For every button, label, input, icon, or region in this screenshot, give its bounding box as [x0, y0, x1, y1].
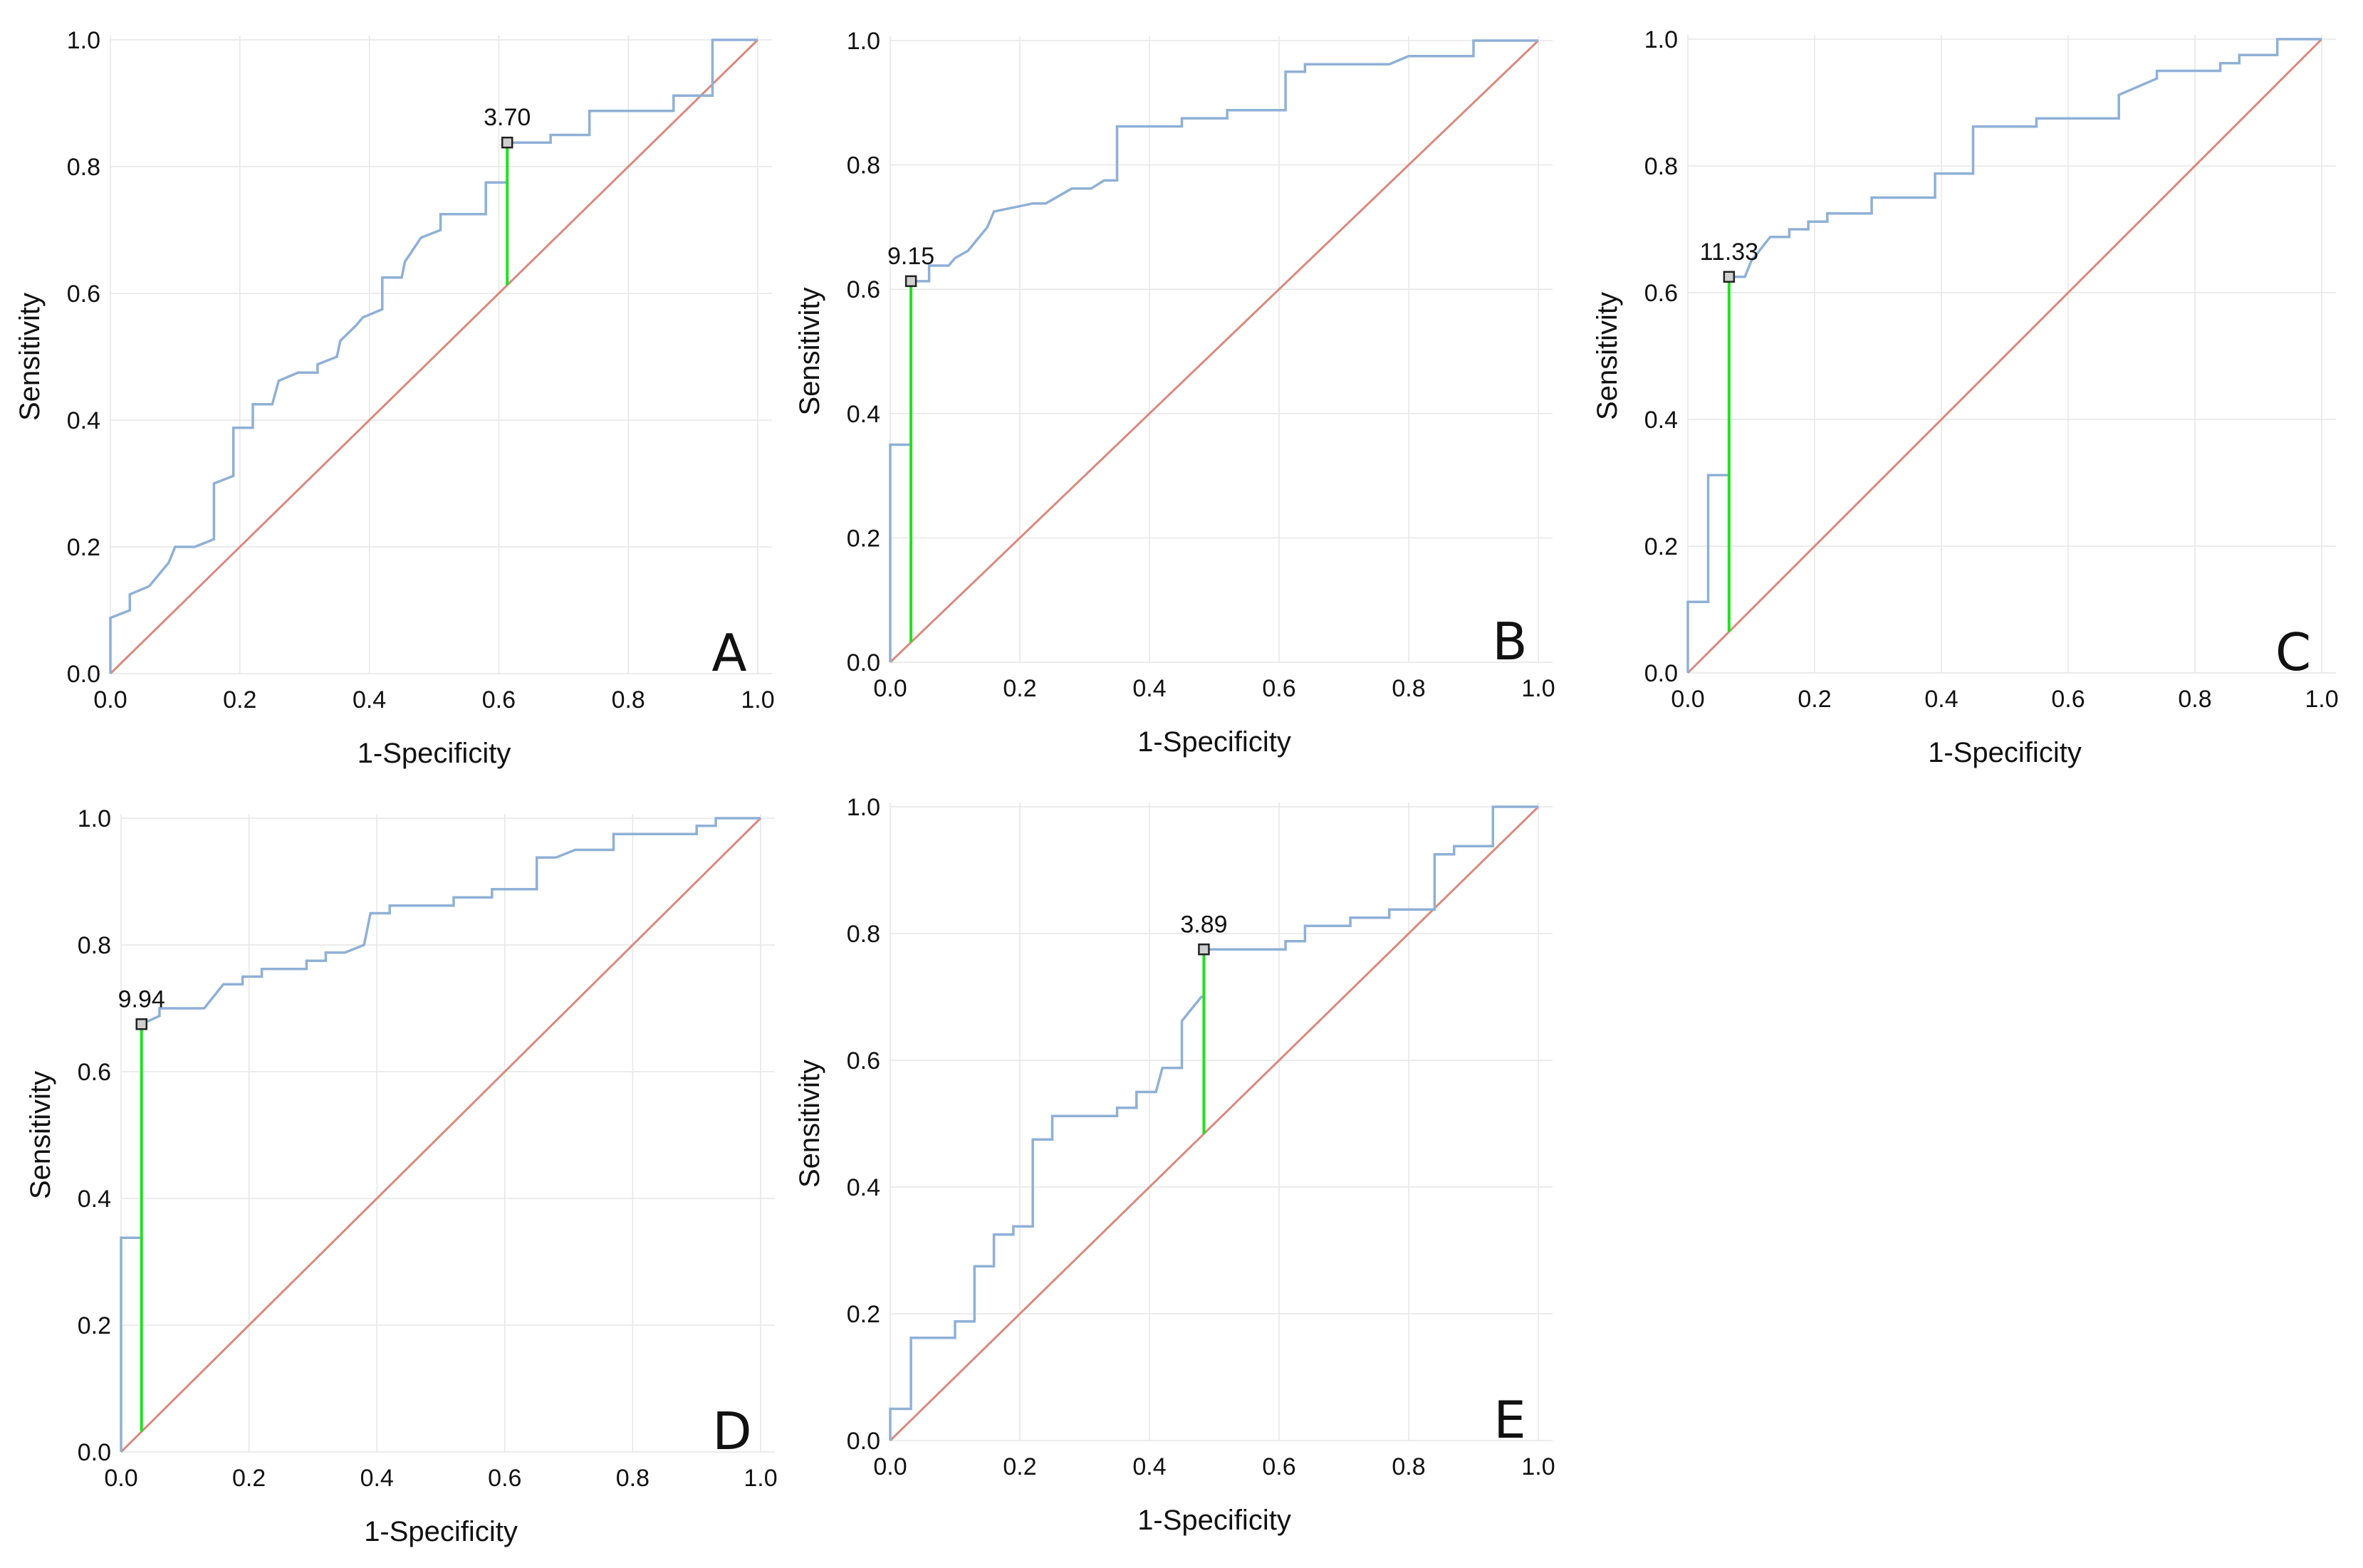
panel-b-letter: B — [1492, 612, 1527, 671]
panel-b-x-tick-1: 0.2 — [1003, 675, 1036, 702]
panel-d-y-tick-0: 0.0 — [78, 1439, 111, 1466]
panel-e-x-tick-1: 0.2 — [1003, 1453, 1036, 1480]
panel-a-x-tick-2: 0.4 — [353, 686, 386, 714]
panel-c-x-axis-label: 1-Specificity — [1928, 737, 2082, 768]
panel-b-x-axis-label: 1-Specificity — [1137, 726, 1291, 758]
panel-d-cutoff-point — [135, 1018, 147, 1030]
panel-a-roc-curve — [109, 38, 758, 674]
panel-c-y-tick-1: 0.2 — [1644, 533, 1678, 560]
panel-e-x-tick-4: 0.8 — [1392, 1453, 1425, 1480]
panel-c-y-axis-label: Sensitivity — [1592, 292, 1623, 420]
panel-d-x-tick-3: 0.6 — [488, 1465, 521, 1492]
panel-d-x-tick-4: 0.8 — [616, 1465, 650, 1492]
panel-d-y-tick-1: 0.2 — [78, 1312, 111, 1339]
panel-a-y-tick-2: 0.4 — [67, 407, 100, 434]
panel-e-y-tick-0: 0.0 — [847, 1428, 880, 1455]
panel-c-x-tick-4: 0.8 — [2178, 686, 2211, 713]
panel-d-diagonal-line — [120, 817, 762, 1453]
panel-a-x-tick-1: 0.2 — [223, 686, 256, 714]
panel-b-y-tick-4: 0.8 — [847, 152, 880, 179]
panel-c-y-tick-3: 0.6 — [1644, 280, 1678, 307]
panel-e-x-tick-5: 1.0 — [1521, 1453, 1555, 1480]
panel-d-roc-curve — [120, 817, 761, 1452]
panel-a-cutoff-point — [501, 136, 513, 149]
panel-e-y-axis-label: Sensitivity — [794, 1060, 825, 1188]
panel-d-x-tick-1: 0.2 — [232, 1465, 266, 1492]
panel-e-cutoff-label: 3.89 — [1180, 911, 1227, 938]
panel-a-y-tick-1: 0.2 — [67, 534, 100, 561]
panel-c-y-tick-5: 1.0 — [1644, 26, 1678, 53]
panel-c-x-tick-2: 0.4 — [1924, 686, 1958, 713]
panel-b-y-tick-1: 0.2 — [847, 525, 880, 552]
panel-a-x-tick-4: 0.8 — [612, 686, 645, 714]
panel-a-letter: A — [711, 623, 746, 683]
panel-c-y-tick-4: 0.8 — [1644, 153, 1678, 180]
panel-c-x-tick-0: 0.0 — [1671, 686, 1704, 713]
panel-b-x-tick-0: 0.0 — [873, 675, 907, 702]
panel-e-cutoff-point — [1198, 944, 1210, 956]
panel-d-y-tick-2: 0.4 — [78, 1186, 111, 1213]
panel-e-x-tick-3: 0.6 — [1262, 1453, 1295, 1480]
panel-e-x-tick-0: 0.0 — [873, 1453, 907, 1480]
panel-c-roc-curve — [1686, 38, 2322, 673]
panel-a-x-tick-0: 0.0 — [93, 686, 127, 714]
panel-c-letter: C — [2275, 622, 2311, 682]
panel-b-x-tick-3: 0.6 — [1262, 675, 1295, 702]
panel-e-y-tick-2: 0.4 — [847, 1174, 880, 1201]
panel-c-x-tick-1: 0.2 — [1798, 686, 1831, 713]
panel-e-y-tick-3: 0.6 — [847, 1047, 880, 1075]
panel-b-y-tick-2: 0.4 — [847, 401, 880, 428]
panel-a-x-axis-label: 1-Specificity — [358, 738, 511, 769]
panel-d-cutoff-label: 9.94 — [118, 986, 165, 1013]
panel-a-y-tick-5: 1.0 — [67, 27, 100, 54]
panel-e-y-tick-5: 1.0 — [847, 794, 880, 821]
panel-a-x-tick-5: 1.0 — [741, 686, 774, 714]
panel-d-y-tick-3: 0.6 — [78, 1059, 111, 1086]
panel-e-x-tick-2: 0.4 — [1132, 1453, 1166, 1480]
panel-e-diagonal-line — [889, 805, 1540, 1442]
panel-c-y-tick-2: 0.4 — [1644, 407, 1678, 434]
panel-a-y-tick-3: 0.6 — [67, 281, 100, 308]
panel-b-y-axis-label: Sensitivity — [794, 287, 825, 415]
panel-d-x-tick-2: 0.4 — [360, 1465, 394, 1492]
panel-e-y-tick-1: 0.2 — [847, 1301, 880, 1328]
panel-b-x-tick-5: 1.0 — [1521, 675, 1555, 702]
panel-b-cutoff-point — [904, 275, 917, 288]
panel-a-cutoff-label: 3.70 — [484, 104, 531, 131]
panel-d-x-axis-label: 1-Specificity — [364, 1516, 518, 1547]
panel-a-diagonal-line — [109, 38, 759, 675]
panel-c-y-tick-0: 0.0 — [1644, 660, 1678, 687]
panel-b-cutoff-label: 9.15 — [887, 243, 934, 270]
panel-d-y-axis-label: Sensitivity — [25, 1071, 56, 1199]
panel-d-y-tick-5: 1.0 — [78, 805, 111, 832]
panel-e-letter: E — [1493, 1390, 1526, 1450]
panel-c-x-tick-5: 1.0 — [2305, 686, 2338, 713]
panel-d-x-tick-5: 1.0 — [744, 1465, 777, 1492]
panel-d-letter: D — [712, 1401, 751, 1461]
panel-b-roc-curve — [889, 39, 1538, 662]
panel-b-x-tick-4: 0.8 — [1392, 675, 1425, 702]
panel-d-x-tick-0: 0.0 — [104, 1465, 137, 1492]
panel-e-x-axis-label: 1-Specificity — [1137, 1505, 1291, 1536]
panel-b-y-tick-5: 1.0 — [847, 28, 880, 55]
panel-a-x-tick-3: 0.6 — [482, 686, 516, 714]
panel-b-x-tick-2: 0.4 — [1132, 675, 1166, 702]
panel-b-y-tick-0: 0.0 — [847, 649, 880, 676]
panel-a-y-tick-4: 0.8 — [67, 154, 100, 181]
panel-e-y-tick-4: 0.8 — [847, 921, 880, 948]
panel-d-y-tick-4: 0.8 — [78, 932, 111, 959]
panel-e-roc-curve — [889, 805, 1538, 1441]
panel-a-y-axis-label: Sensitivity — [14, 293, 46, 421]
panel-c-cutoff-label: 11.33 — [1700, 239, 1759, 266]
panel-c-cutoff-point — [1723, 271, 1736, 283]
panel-b-diagonal-line — [889, 39, 1540, 664]
panel-b-y-tick-3: 0.6 — [847, 276, 880, 303]
panel-c-x-tick-3: 0.6 — [2051, 686, 2085, 713]
panel-a-y-tick-0: 0.0 — [67, 661, 100, 688]
panel-c-diagonal-line — [1686, 38, 2323, 674]
